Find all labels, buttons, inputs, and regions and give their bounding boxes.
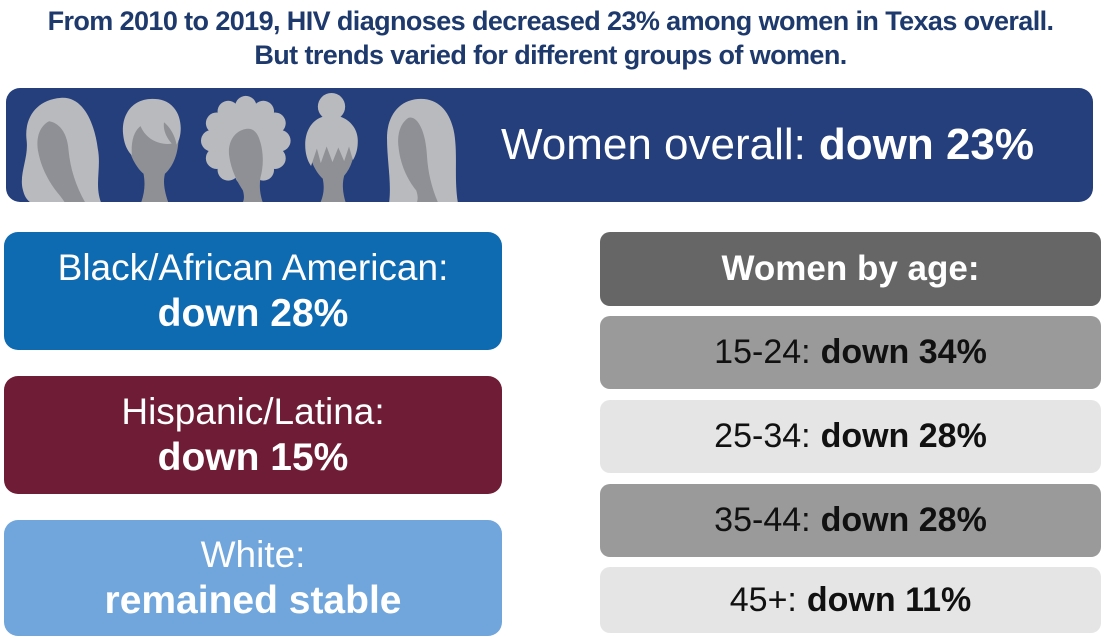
- age-row-label: 35-44:: [714, 501, 811, 539]
- age-row-value: down 28%: [820, 501, 987, 539]
- hispanic-latina-stat-box: Hispanic/Latina: down 15%: [4, 376, 502, 494]
- page-title: From 2010 to 2019, HIV diagnoses decreas…: [0, 4, 1101, 72]
- women-by-age-header-label: Women by age:: [721, 249, 980, 288]
- page-title-line1: From 2010 to 2019, HIV diagnoses decreas…: [47, 6, 1054, 36]
- women-overall-stat: Women overall: down 23%: [466, 88, 1069, 202]
- women-silhouettes-graphic: [21, 92, 458, 202]
- woman-bun-hair-silhouette-icon: [305, 92, 358, 202]
- woman-long-wavy-hair-silhouette-icon: [21, 97, 101, 202]
- women-overall-banner: Women overall: down 23%: [6, 88, 1093, 202]
- age-row-label: 25-34:: [714, 417, 811, 455]
- age-row-45-plus: 45+: down 11%: [600, 567, 1101, 633]
- race-box-label: Black/African American:: [57, 247, 449, 288]
- page-title-line2: But trends varied for different groups o…: [254, 40, 847, 70]
- age-row-label: 45+:: [729, 580, 797, 619]
- age-row-value: down 11%: [806, 580, 972, 619]
- age-row-25-34: 25-34: down 28%: [600, 400, 1101, 473]
- race-box-label: White:: [200, 534, 306, 575]
- women-overall-value: down 23%: [818, 120, 1035, 169]
- white-stat-box: White: remained stable: [4, 520, 502, 636]
- age-row-35-44: 35-44: down 28%: [600, 484, 1101, 557]
- woman-pixie-cut-silhouette-icon: [122, 98, 181, 202]
- race-box-value: down 15%: [157, 436, 349, 479]
- women-overall-label: Women overall:: [500, 120, 806, 169]
- age-row-value: down 28%: [820, 417, 987, 455]
- race-box-value: remained stable: [104, 579, 402, 622]
- age-row-value: down 34%: [820, 333, 987, 371]
- women-by-age-header: Women by age:: [600, 232, 1101, 306]
- age-row-15-24: 15-24: down 34%: [600, 316, 1101, 389]
- woman-long-straight-hair-silhouette-icon: [387, 98, 458, 202]
- age-row-label: 15-24:: [714, 333, 811, 371]
- race-box-value: down 28%: [157, 292, 349, 335]
- race-box-label: Hispanic/Latina:: [121, 391, 385, 432]
- woman-afro-hair-silhouette-icon: [200, 95, 291, 202]
- black-african-american-stat-box: Black/African American: down 28%: [4, 232, 502, 350]
